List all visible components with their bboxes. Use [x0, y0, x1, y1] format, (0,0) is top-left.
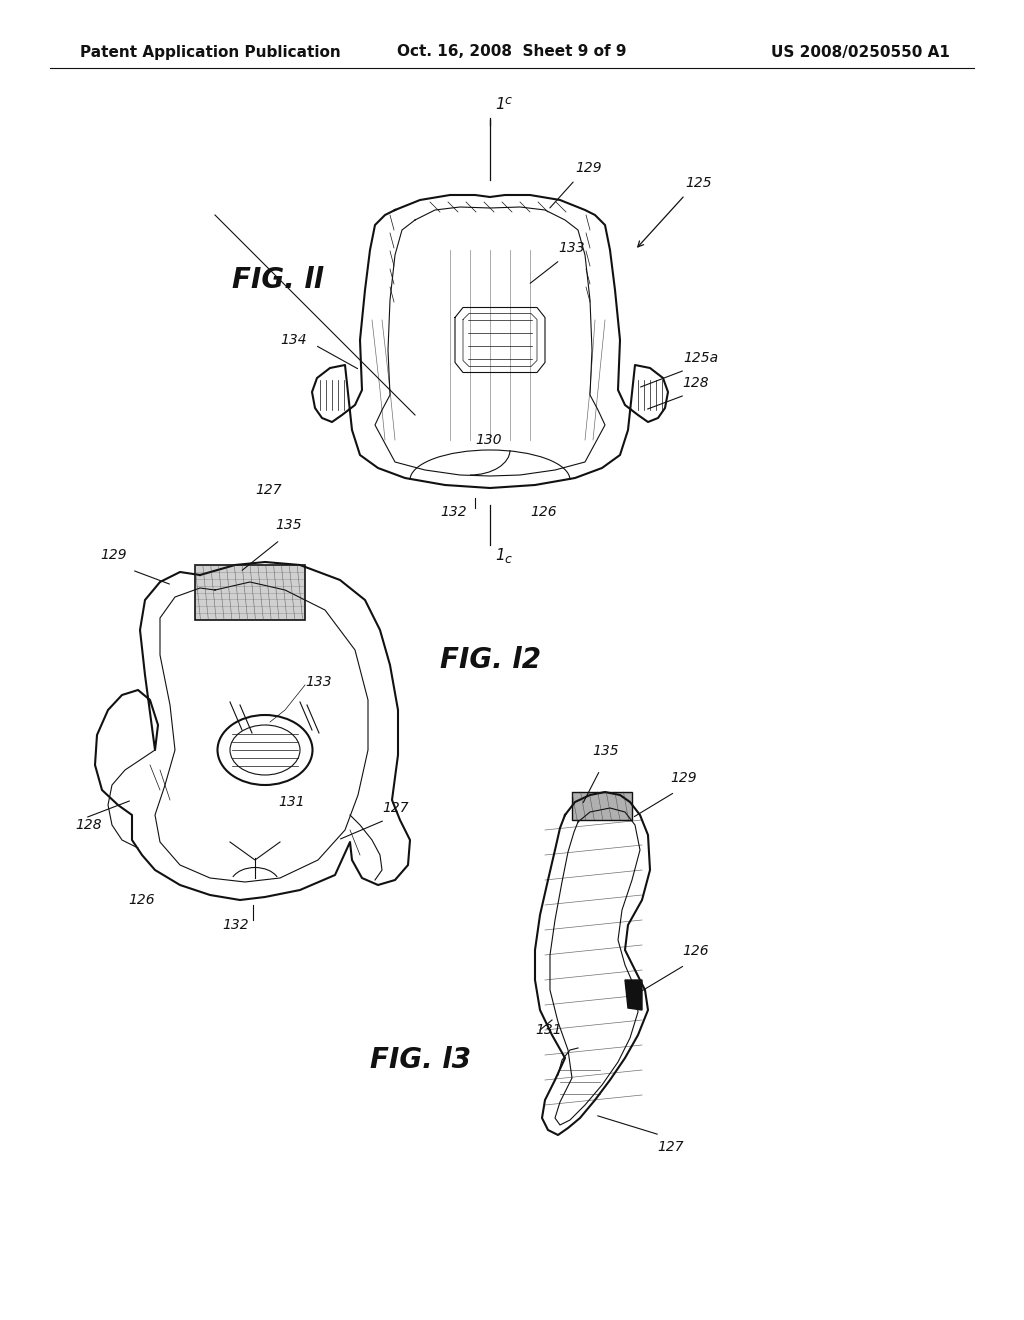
Text: 126: 126 — [682, 944, 709, 958]
Text: 135: 135 — [275, 517, 302, 532]
Text: c: c — [504, 553, 511, 566]
Text: FIG. ll: FIG. ll — [232, 267, 324, 294]
Text: FIG. l3: FIG. l3 — [370, 1045, 471, 1074]
Text: 1: 1 — [495, 96, 505, 112]
Bar — [195, 565, 305, 620]
Text: 133: 133 — [558, 242, 585, 255]
Text: 1: 1 — [495, 548, 505, 564]
Text: 133: 133 — [305, 675, 332, 689]
Text: 129: 129 — [575, 161, 602, 176]
Text: US 2008/0250550 A1: US 2008/0250550 A1 — [771, 45, 950, 59]
Text: 134: 134 — [280, 333, 306, 347]
Text: 127: 127 — [255, 483, 282, 498]
Text: 127: 127 — [657, 1140, 684, 1154]
Bar — [572, 792, 632, 820]
Text: 130: 130 — [475, 433, 502, 447]
Text: 126: 126 — [128, 894, 155, 907]
Text: 128: 128 — [75, 818, 101, 832]
Text: 126: 126 — [530, 506, 557, 519]
Text: 129: 129 — [670, 771, 696, 785]
Text: FIG. l2: FIG. l2 — [440, 645, 541, 675]
Text: 131: 131 — [535, 1023, 561, 1038]
Text: c: c — [504, 94, 511, 107]
Text: 132: 132 — [440, 506, 467, 519]
Text: 132: 132 — [222, 917, 249, 932]
Text: 127: 127 — [382, 801, 409, 814]
Text: 125: 125 — [685, 176, 712, 190]
Text: Oct. 16, 2008  Sheet 9 of 9: Oct. 16, 2008 Sheet 9 of 9 — [397, 45, 627, 59]
Text: 131: 131 — [278, 795, 304, 809]
Text: 129: 129 — [100, 548, 127, 562]
Text: 125a: 125a — [683, 351, 718, 366]
Text: 128: 128 — [682, 376, 709, 389]
Polygon shape — [625, 979, 642, 1010]
Text: 135: 135 — [592, 744, 618, 758]
Text: Patent Application Publication: Patent Application Publication — [80, 45, 341, 59]
